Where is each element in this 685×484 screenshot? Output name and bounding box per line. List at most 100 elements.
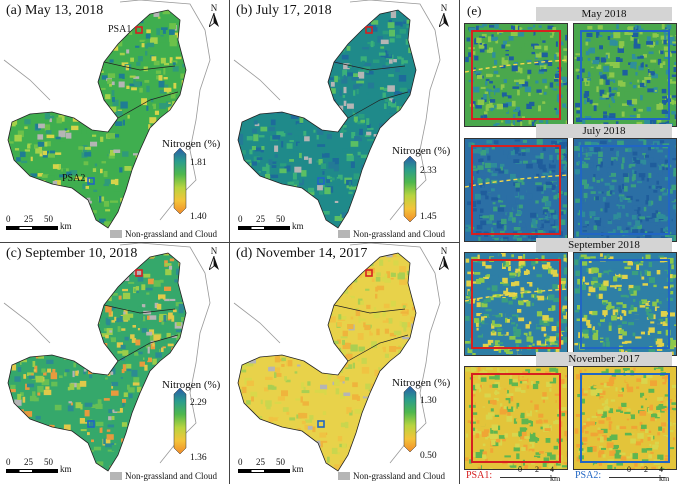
non-grassland-legend: Non-grassland and Cloud — [110, 229, 217, 239]
scale-tick-0: 0 — [238, 214, 243, 224]
north-label: N — [440, 246, 448, 256]
scale-tick-25: 25 — [24, 457, 33, 467]
legend-min: 1.40 — [190, 212, 207, 222]
thumb-september-psa2 — [573, 252, 677, 356]
legend-max: 1.30 — [420, 396, 437, 406]
scale-tick-25: 25 — [24, 214, 33, 224]
thumb-raster — [465, 253, 567, 355]
scale-bar: 0 25 50 km — [238, 214, 308, 236]
panel-c-map: (c) September 10, 2018 N Nitrogen (%) 2.… — [0, 243, 229, 484]
legend-title: Nitrogen (%) — [162, 138, 221, 150]
psa1-footer-label: PSA1: — [466, 470, 493, 481]
scale-unit: km — [292, 221, 304, 231]
non-grassland-text: Non-grassland and Cloud — [125, 229, 217, 239]
thumb-july-psa2 — [573, 138, 677, 242]
scale-bar: 0 25 50 km — [238, 457, 308, 479]
scale-tick-4: 4 km — [550, 465, 561, 483]
legend-min: 0.50 — [420, 451, 437, 461]
north-arrow-glyph — [208, 255, 219, 272]
north-arrow-icon: N — [435, 4, 453, 29]
panel-e-title: (e) — [467, 3, 482, 18]
non-grassland-legend: Non-grassland and Cloud — [110, 471, 217, 481]
panel-d-svg — [233, 243, 441, 472]
psa2-box — [580, 30, 670, 120]
scale-tick-0: 0 — [6, 214, 11, 224]
panel-c-svg — [3, 243, 211, 472]
divider-vertical-2 — [459, 0, 460, 484]
legend-title: Nitrogen (%) — [392, 377, 451, 389]
non-grassland-text: Non-grassland and Cloud — [353, 471, 445, 481]
thumb-november-psa1 — [464, 366, 568, 470]
non-grassland-swatch — [338, 472, 350, 480]
thumb-raster — [465, 24, 567, 126]
panel-a-svg — [3, 0, 211, 229]
thumb-september-psa1 — [464, 252, 568, 356]
non-grassland-swatch — [110, 230, 122, 238]
north-arrow-icon: N — [205, 4, 223, 29]
north-label: N — [440, 3, 448, 13]
thumb-raster — [574, 253, 676, 355]
panel-b-title: (b) July 17, 2018 — [236, 3, 332, 18]
north-arrow-glyph — [438, 255, 449, 272]
north-label: N — [210, 246, 218, 256]
panel-a-title: (a) May 13, 2018 — [6, 3, 104, 18]
legend-min: 1.36 — [190, 453, 207, 463]
non-grassland-swatch — [338, 230, 350, 238]
psa2-scale: 0 2 4 km — [609, 465, 673, 483]
psa2-box — [580, 145, 670, 235]
scale-bar: 0 25 50 km — [6, 457, 76, 479]
thumb-may-psa1 — [464, 23, 568, 127]
panel-b-svg — [233, 0, 441, 229]
scale-tick-50: 50 — [276, 214, 285, 224]
thumb-raster — [574, 367, 676, 469]
month-header-july: July 2018 — [536, 124, 672, 138]
scale-tick-50: 50 — [44, 457, 53, 467]
scale-tick-0: 0 — [518, 465, 522, 474]
non-grassland-legend: Non-grassland and Cloud — [338, 471, 445, 481]
scale-tick-0: 0 — [627, 465, 631, 474]
scale-tick-25: 25 — [256, 457, 265, 467]
scale-tick-0: 0 — [6, 457, 11, 467]
scale-unit: km — [292, 464, 304, 474]
north-label: N — [210, 3, 218, 13]
psa1-box — [471, 373, 561, 463]
panel-b-map: (b) July 17, 2018 N Nitrogen (%) 2.33 1.… — [230, 0, 459, 242]
panel-d-map: (d) November 14, 2017 N Nitrogen (%) 1.3… — [230, 243, 459, 484]
scale-bar: 0 25 50 km — [6, 214, 76, 236]
psa2-footer-label: PSA2: — [575, 470, 602, 481]
panel-a-map: (a) May 13, 2018 N PSA1 PSA2 Nitrogen (%… — [0, 0, 229, 242]
scale-tick-0: 0 — [238, 457, 243, 467]
north-arrow-glyph — [208, 12, 219, 29]
north-arrow-icon: N — [435, 247, 453, 272]
scale-tick-50: 50 — [44, 214, 53, 224]
psa2-box — [580, 259, 670, 349]
psa1-box — [471, 145, 561, 235]
thumb-november-psa2 — [573, 366, 677, 470]
non-grassland-text: Non-grassland and Cloud — [125, 471, 217, 481]
scale-unit: km — [60, 221, 72, 231]
psa1-box — [471, 30, 561, 120]
scale-tick-50: 50 — [276, 457, 285, 467]
legend-min: 1.45 — [420, 212, 437, 222]
non-grassland-text: Non-grassland and Cloud — [353, 229, 445, 239]
scale-tick-4: 4 km — [659, 465, 670, 483]
month-header-september: September 2018 — [536, 238, 672, 252]
north-arrow-glyph — [438, 12, 449, 29]
psa2-map-label: PSA2 — [62, 173, 86, 184]
scale-tick-2: 2 — [644, 465, 648, 474]
thumb-may-psa2 — [573, 23, 677, 127]
psa1-box — [471, 259, 561, 349]
scale-tick-25: 25 — [256, 214, 265, 224]
panel-c-title: (c) September 10, 2018 — [6, 246, 138, 261]
thumb-raster — [574, 24, 676, 126]
scale-tick-2: 2 — [535, 465, 539, 474]
legend-max: 1.81 — [190, 158, 207, 168]
month-header-may: May 2018 — [536, 7, 672, 21]
divider-horizontal — [0, 242, 459, 243]
psa2-box — [580, 373, 670, 463]
psa1-scale: 0 2 4 km — [500, 465, 564, 483]
non-grassland-legend: Non-grassland and Cloud — [338, 229, 445, 239]
legend-title: Nitrogen (%) — [392, 145, 451, 157]
legend-title: Nitrogen (%) — [162, 379, 221, 391]
north-arrow-icon: N — [205, 247, 223, 272]
